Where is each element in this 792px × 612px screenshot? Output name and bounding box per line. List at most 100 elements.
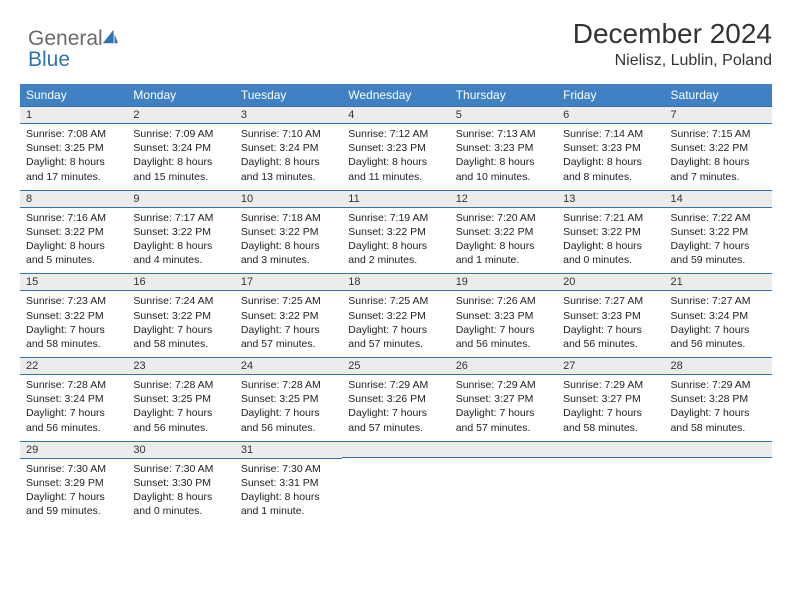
day-detail: Sunrise: 7:10 AMSunset: 3:24 PMDaylight:… xyxy=(235,124,342,190)
empty-daynum xyxy=(342,441,449,458)
sunset-line: Sunset: 3:22 PM xyxy=(671,142,749,154)
day-number: 18 xyxy=(342,273,449,291)
sunset-line: Sunset: 3:23 PM xyxy=(456,310,534,322)
day-number: 2 xyxy=(127,106,234,124)
sunrise-line: Sunrise: 7:27 AM xyxy=(563,295,643,307)
sunset-line: Sunset: 3:27 PM xyxy=(563,393,641,405)
sunrise-line: Sunrise: 7:29 AM xyxy=(671,379,751,391)
day-detail: Sunrise: 7:14 AMSunset: 3:23 PMDaylight:… xyxy=(557,124,664,190)
daylight-line: Daylight: 7 hours and 58 minutes. xyxy=(26,324,105,350)
day-detail: Sunrise: 7:29 AMSunset: 3:28 PMDaylight:… xyxy=(665,375,772,441)
sunrise-line: Sunrise: 7:25 AM xyxy=(241,295,321,307)
daylight-line: Daylight: 7 hours and 56 minutes. xyxy=(241,407,320,433)
day-detail: Sunrise: 7:24 AMSunset: 3:22 PMDaylight:… xyxy=(127,291,234,357)
daylight-line: Daylight: 7 hours and 58 minutes. xyxy=(671,407,750,433)
sunrise-line: Sunrise: 7:16 AM xyxy=(26,212,106,224)
sunrise-line: Sunrise: 7:13 AM xyxy=(456,128,536,140)
daylight-line: Daylight: 7 hours and 56 minutes. xyxy=(133,407,212,433)
sunset-line: Sunset: 3:23 PM xyxy=(456,142,534,154)
sunset-line: Sunset: 3:24 PM xyxy=(26,393,104,405)
day-detail: Sunrise: 7:13 AMSunset: 3:23 PMDaylight:… xyxy=(450,124,557,190)
sunset-line: Sunset: 3:22 PM xyxy=(133,310,211,322)
day-number: 12 xyxy=(450,190,557,208)
empty-daynum xyxy=(557,441,664,458)
page-title: December 2024 xyxy=(573,18,772,50)
day-detail: Sunrise: 7:29 AMSunset: 3:27 PMDaylight:… xyxy=(450,375,557,441)
day-number: 27 xyxy=(557,357,664,375)
daylight-line: Daylight: 7 hours and 59 minutes. xyxy=(26,491,105,517)
day-number: 29 xyxy=(20,441,127,459)
daylight-line: Daylight: 7 hours and 56 minutes. xyxy=(671,324,750,350)
logo-text: General Blue xyxy=(28,28,119,70)
day-number: 14 xyxy=(665,190,772,208)
daylight-line: Daylight: 8 hours and 13 minutes. xyxy=(241,156,320,182)
empty-daybody xyxy=(450,459,557,517)
daylight-line: Daylight: 7 hours and 58 minutes. xyxy=(133,324,212,350)
daylight-line: Daylight: 8 hours and 5 minutes. xyxy=(26,240,105,266)
weekday-mon: Monday xyxy=(127,84,234,106)
daylight-line: Daylight: 8 hours and 11 minutes. xyxy=(348,156,427,182)
day-number: 22 xyxy=(20,357,127,375)
day-detail: Sunrise: 7:30 AMSunset: 3:29 PMDaylight:… xyxy=(20,459,127,525)
sunrise-line: Sunrise: 7:27 AM xyxy=(671,295,751,307)
day-number: 20 xyxy=(557,273,664,291)
sunrise-line: Sunrise: 7:08 AM xyxy=(26,128,106,140)
day-detail: Sunrise: 7:22 AMSunset: 3:22 PMDaylight:… xyxy=(665,208,772,274)
day-number: 3 xyxy=(235,106,342,124)
day-number: 7 xyxy=(665,106,772,124)
day-detail: Sunrise: 7:12 AMSunset: 3:23 PMDaylight:… xyxy=(342,124,449,190)
header: General Blue December 2024 Nielisz, Lubl… xyxy=(20,18,772,70)
sunrise-line: Sunrise: 7:30 AM xyxy=(133,463,213,475)
calendar-table: Sunday Monday Tuesday Wednesday Thursday… xyxy=(20,84,772,524)
daylight-line: Daylight: 8 hours and 0 minutes. xyxy=(563,240,642,266)
sunrise-line: Sunrise: 7:22 AM xyxy=(671,212,751,224)
day-detail: Sunrise: 7:17 AMSunset: 3:22 PMDaylight:… xyxy=(127,208,234,274)
sunrise-line: Sunrise: 7:28 AM xyxy=(133,379,213,391)
daylight-line: Daylight: 8 hours and 17 minutes. xyxy=(26,156,105,182)
weekday-fri: Friday xyxy=(557,84,664,106)
sunset-line: Sunset: 3:22 PM xyxy=(26,310,104,322)
day-number: 23 xyxy=(127,357,234,375)
weekday-tue: Tuesday xyxy=(235,84,342,106)
sunrise-line: Sunrise: 7:30 AM xyxy=(241,463,321,475)
daylight-line: Daylight: 7 hours and 56 minutes. xyxy=(456,324,535,350)
sunrise-line: Sunrise: 7:17 AM xyxy=(133,212,213,224)
day-number: 8 xyxy=(20,190,127,208)
sunrise-line: Sunrise: 7:09 AM xyxy=(133,128,213,140)
day-number: 26 xyxy=(450,357,557,375)
day-number: 30 xyxy=(127,441,234,459)
day-detail: Sunrise: 7:28 AMSunset: 3:25 PMDaylight:… xyxy=(235,375,342,441)
empty-daybody xyxy=(557,459,664,517)
daylight-line: Daylight: 8 hours and 7 minutes. xyxy=(671,156,750,182)
weekday-thu: Thursday xyxy=(450,84,557,106)
location-label: Nielisz, Lublin, Poland xyxy=(573,52,772,70)
day-detail: Sunrise: 7:30 AMSunset: 3:31 PMDaylight:… xyxy=(235,459,342,525)
day-number: 25 xyxy=(342,357,449,375)
sunset-line: Sunset: 3:22 PM xyxy=(133,226,211,238)
sunset-line: Sunset: 3:22 PM xyxy=(563,226,641,238)
sunrise-line: Sunrise: 7:28 AM xyxy=(26,379,106,391)
day-detail: Sunrise: 7:19 AMSunset: 3:22 PMDaylight:… xyxy=(342,208,449,274)
day-number: 5 xyxy=(450,106,557,124)
day-number: 21 xyxy=(665,273,772,291)
day-detail: Sunrise: 7:25 AMSunset: 3:22 PMDaylight:… xyxy=(342,291,449,357)
day-number: 9 xyxy=(127,190,234,208)
daybody-row: Sunrise: 7:23 AMSunset: 3:22 PMDaylight:… xyxy=(20,291,772,357)
sunset-line: Sunset: 3:23 PM xyxy=(348,142,426,154)
sunset-line: Sunset: 3:29 PM xyxy=(26,477,104,489)
daylight-line: Daylight: 8 hours and 2 minutes. xyxy=(348,240,427,266)
daylight-line: Daylight: 7 hours and 57 minutes. xyxy=(348,324,427,350)
sunrise-line: Sunrise: 7:29 AM xyxy=(563,379,643,391)
day-detail: Sunrise: 7:28 AMSunset: 3:25 PMDaylight:… xyxy=(127,375,234,441)
sunset-line: Sunset: 3:24 PM xyxy=(671,310,749,322)
daylight-line: Daylight: 7 hours and 56 minutes. xyxy=(26,407,105,433)
sunset-line: Sunset: 3:24 PM xyxy=(133,142,211,154)
sunset-line: Sunset: 3:22 PM xyxy=(241,226,319,238)
daylight-line: Daylight: 7 hours and 58 minutes. xyxy=(563,407,642,433)
sunrise-line: Sunrise: 7:14 AM xyxy=(563,128,643,140)
weekday-sat: Saturday xyxy=(665,84,772,106)
logo-word2: Blue xyxy=(28,48,70,71)
logo: General Blue xyxy=(20,18,119,70)
daylight-line: Daylight: 8 hours and 1 minute. xyxy=(241,491,320,517)
daynum-row: 891011121314 xyxy=(20,190,772,208)
